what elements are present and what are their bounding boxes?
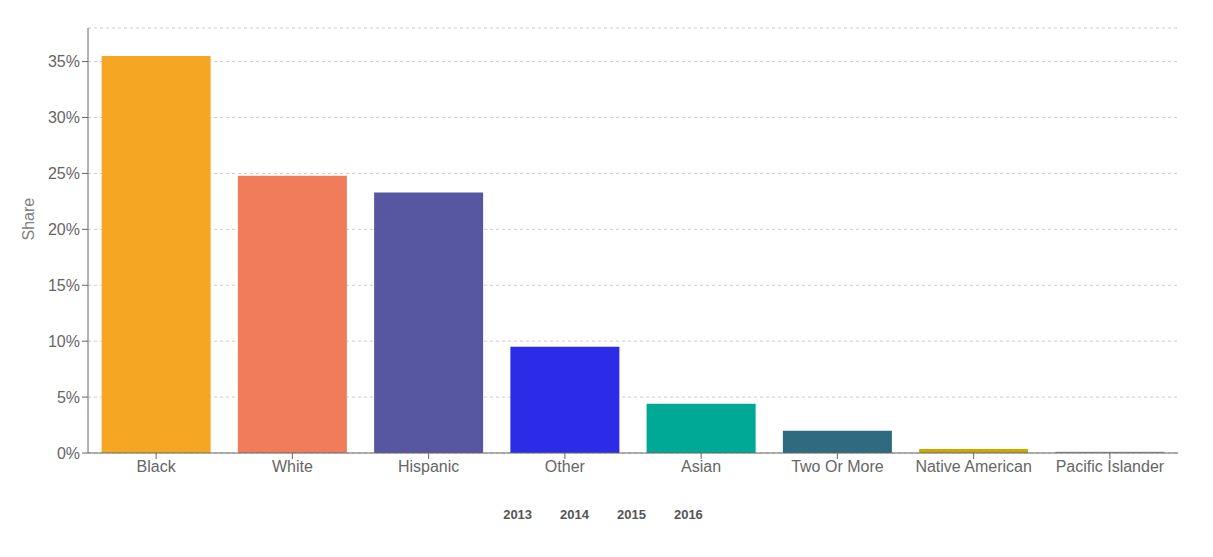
svg-text:25%: 25% <box>48 165 80 182</box>
svg-text:Other: Other <box>545 458 586 475</box>
svg-text:5%: 5% <box>57 389 80 406</box>
svg-text:35%: 35% <box>48 53 80 70</box>
svg-text:Share: Share <box>20 198 37 241</box>
html-text:2016: 2016 <box>673 507 703 522</box>
svg-text:10%: 10% <box>48 333 80 350</box>
svg-text:Native American: Native American <box>915 458 1032 475</box>
svg-text:Hispanic: Hispanic <box>398 458 459 475</box>
svg-text:Black: Black <box>137 458 177 475</box>
svg-text:Two Or More: Two Or More <box>791 458 884 475</box>
html-text:2014: 2014 <box>560 507 589 522</box>
html-text:2015: 2015 <box>617 507 646 522</box>
svg-text:15%: 15% <box>48 277 80 294</box>
svg-text:20%: 20% <box>48 221 80 238</box>
svg-text:Pacific Islander: Pacific Islander <box>1056 458 1165 475</box>
svg-text:30%: 30% <box>48 109 80 126</box>
svg-text:Asian: Asian <box>681 458 721 475</box>
svg-text:White: White <box>272 458 313 475</box>
html-text:2013: 2013 <box>503 507 533 522</box>
svg-text:0%: 0% <box>57 445 80 462</box>
